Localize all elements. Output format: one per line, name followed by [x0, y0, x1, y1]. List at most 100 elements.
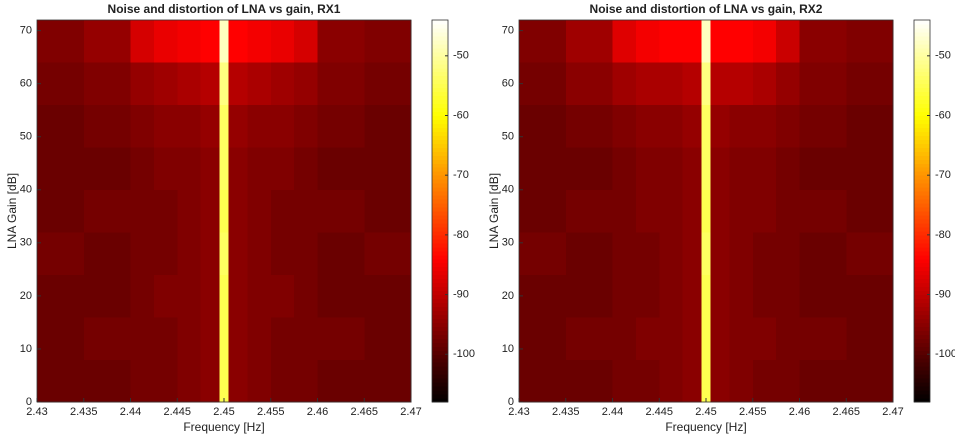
colorbar-step: [914, 191, 930, 196]
colorbar-step: [432, 167, 448, 172]
heatmap-cell: [612, 359, 637, 403]
colorbar-step: [432, 59, 448, 65]
heatmap-cell: [701, 232, 711, 275]
colorbar-step: [914, 274, 930, 280]
colorbar-step: [432, 103, 448, 109]
heatmap-cell: [710, 274, 730, 318]
heatmap-cell: [219, 62, 229, 106]
panel: 2.43 2.435 2.44 2.445 2.45 2.455 2.46 2.465 2.47…: [487, 2, 955, 434]
y-tick-label: 40: [502, 184, 514, 196]
colorbar-step: [432, 143, 448, 148]
heatmap-cell: [701, 189, 711, 233]
colorbar-step: [914, 131, 930, 136]
heatmap-cell: [364, 147, 412, 191]
heatmap-cell: [710, 232, 730, 275]
heatmap-cell: [83, 189, 131, 233]
colorbar-step: [432, 302, 448, 307]
heatmap-cell: [83, 274, 131, 318]
colorbar-step: [914, 294, 930, 300]
colorbar-step: [914, 222, 930, 228]
heatmap-cell: [701, 62, 711, 106]
heatmap-cell: [776, 359, 800, 403]
colorbar-step: [432, 370, 448, 375]
colorbar-step: [914, 51, 930, 57]
colorbar-step: [432, 214, 448, 220]
heatmap-cell: [519, 62, 567, 106]
heatmap-cell: [752, 359, 777, 403]
colorbar-step: [432, 298, 448, 304]
colorbar-step: [432, 386, 448, 391]
heatmap-cell: [228, 62, 248, 106]
heatmap-cell: [635, 189, 660, 233]
colorbar-step: [914, 242, 930, 248]
colorbar-step: [914, 107, 930, 113]
colorbar-step: [914, 163, 930, 168]
heatmap-cell: [519, 359, 567, 403]
heatmap-cell: [565, 232, 613, 275]
colorbar-step: [432, 151, 448, 156]
colorbar-step: [432, 175, 448, 180]
x-tick-label: 2.465: [832, 406, 860, 418]
colorbar-step: [432, 258, 448, 264]
colorbar-step: [432, 179, 448, 184]
colorbar-step: [432, 111, 448, 116]
colorbar-step: [914, 346, 930, 351]
colorbar-step: [914, 382, 930, 387]
heatmap-cell: [83, 62, 131, 106]
colorbar-box: [431, 19, 449, 403]
heatmap-cell: [846, 62, 894, 106]
heatmap-cell: [153, 274, 178, 318]
colorbar-step: [432, 87, 448, 93]
colorbar-step: [432, 199, 448, 204]
colorbar-tick-label: -90: [935, 288, 951, 300]
heatmap-cell: [219, 232, 229, 275]
heatmap-cell: [752, 147, 777, 191]
heatmap-cell: [247, 317, 272, 360]
y-tick-label: 40: [20, 184, 32, 196]
heatmap-cell: [519, 317, 567, 360]
colorbar-step: [432, 115, 448, 120]
heatmap-cell: [729, 317, 754, 360]
chart-title: Noise and distortion of LNA vs gain, RX2: [590, 2, 823, 16]
colorbar-tick-label: -80: [453, 229, 469, 241]
heatmap-cell: [729, 274, 754, 318]
heatmap-cell: [635, 359, 660, 403]
colorbar-step: [432, 55, 448, 61]
colorbar-step: [432, 286, 448, 292]
heatmap-cell: [294, 104, 318, 148]
colorbar-box: [913, 19, 931, 403]
colorbar-step: [432, 123, 448, 128]
x-tick-label: 2.435: [552, 406, 580, 418]
heatmap-cell: [247, 62, 272, 106]
colorbar-step: [914, 238, 930, 244]
colorbar-step: [432, 67, 448, 73]
heatmap-cell: [177, 317, 201, 360]
colorbar-step: [914, 111, 930, 116]
chart-title: Noise and distortion of LNA vs gain, RX1: [108, 2, 341, 16]
heatmap-cell: [635, 104, 660, 148]
colorbar-step: [914, 370, 930, 375]
colorbar-step: [432, 155, 448, 160]
colorbar-step: [914, 282, 930, 288]
heatmap-cell: [659, 20, 683, 63]
heatmap-cell: [364, 62, 412, 106]
colorbar-step: [914, 250, 930, 256]
heatmap-cell: [270, 104, 295, 148]
heatmap-cell: [177, 62, 201, 106]
x-tick-label: 2.44: [602, 406, 623, 418]
heatmap-cell: [776, 189, 800, 233]
heatmap-cell: [228, 232, 248, 275]
heatmap-cell: [153, 20, 178, 63]
heatmap-cell: [153, 317, 178, 360]
heatmap-cell: [682, 359, 702, 403]
colorbar-step: [432, 346, 448, 351]
heatmap-cell: [682, 104, 702, 148]
colorbar-step: [432, 211, 448, 216]
colorbar-step: [432, 107, 448, 113]
heatmap-cell: [130, 274, 155, 318]
colorbar-tick-label: -50: [453, 50, 469, 62]
heatmap-cell: [130, 359, 155, 403]
heatmap-cell: [612, 62, 637, 106]
colorbar-step: [432, 27, 448, 33]
colorbar-step: [914, 59, 930, 65]
